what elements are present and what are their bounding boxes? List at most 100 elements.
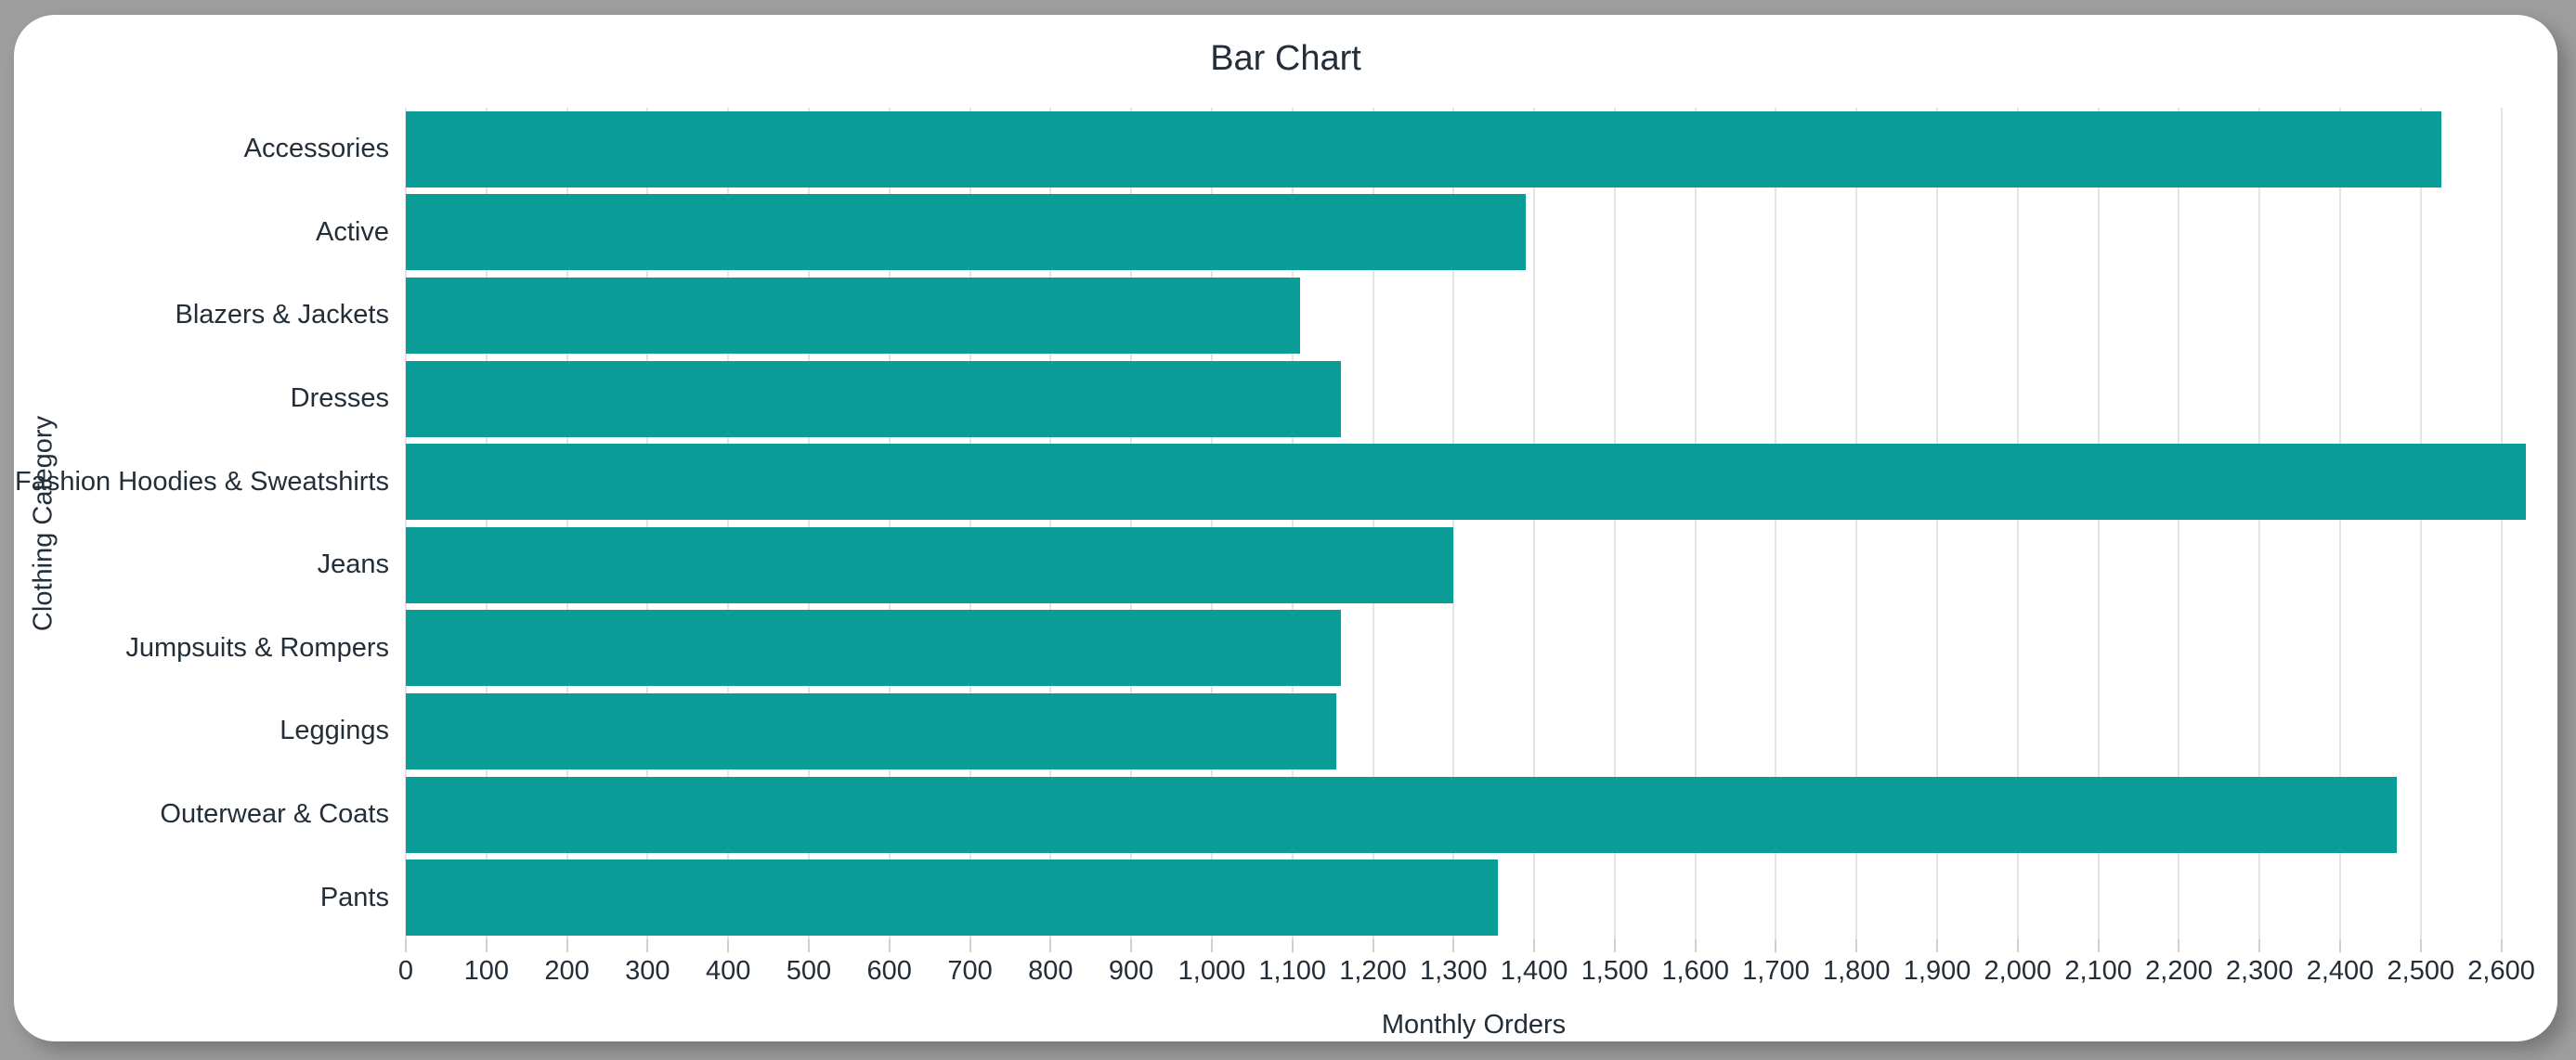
category-label: Outerwear & Coats xyxy=(160,799,389,830)
bar-active[interactable] xyxy=(406,194,1527,271)
category-label: Jeans xyxy=(317,549,389,580)
bar-accessories[interactable] xyxy=(406,110,2441,187)
x-tick-mark xyxy=(2097,939,2100,952)
x-tick-label: 1,000 xyxy=(1177,956,1246,986)
x-tick-mark xyxy=(1372,939,1374,952)
x-tick-mark xyxy=(2419,939,2422,952)
category-label: Leggings xyxy=(280,716,389,746)
gridline xyxy=(1210,108,1213,939)
bar-fashion-hoodies-sweatshirts[interactable] xyxy=(406,444,2526,521)
bar-leggings[interactable] xyxy=(406,693,1337,769)
gridline xyxy=(2419,108,2422,939)
chart-title: Bar Chart xyxy=(1210,39,1361,78)
gridline xyxy=(2258,108,2261,939)
gridline xyxy=(1372,108,1374,939)
gridline xyxy=(888,108,891,939)
gridline xyxy=(1130,108,1133,939)
x-tick-mark xyxy=(646,939,649,952)
gridline xyxy=(1613,108,1616,939)
gridline xyxy=(969,108,971,939)
x-tick-label: 400 xyxy=(705,956,751,986)
x-tick-mark xyxy=(727,939,730,952)
x-tick-mark xyxy=(2339,939,2342,952)
x-tick-mark xyxy=(1775,939,1777,952)
gridline xyxy=(405,108,407,939)
x-axis-title: Monthly Orders xyxy=(1381,1010,1567,1040)
gridline xyxy=(2016,108,2019,939)
x-tick-mark xyxy=(566,939,568,952)
x-tick-label: 2,100 xyxy=(2064,956,2132,986)
x-tick-mark xyxy=(1613,939,1616,952)
category-label: Dresses xyxy=(290,383,389,414)
gridline xyxy=(1936,108,1939,939)
gridline xyxy=(1533,108,1536,939)
bar-jeans[interactable] xyxy=(406,526,1454,603)
x-tick-label: 1,300 xyxy=(1420,956,1488,986)
x-tick-mark xyxy=(1049,939,1052,952)
x-tick-label: 2,600 xyxy=(2467,956,2535,986)
x-tick-label: 1,700 xyxy=(1742,956,1810,986)
x-tick-label: 2,300 xyxy=(2225,956,2294,986)
x-tick-mark xyxy=(1936,939,1939,952)
x-tick-label: 0 xyxy=(397,956,414,986)
x-tick-label: 800 xyxy=(1028,956,1073,986)
gridline xyxy=(2339,108,2342,939)
x-tick-label: 100 xyxy=(463,956,509,986)
category-label: Accessories xyxy=(243,134,389,164)
gridline xyxy=(485,108,488,939)
gridline xyxy=(1855,108,1858,939)
category-label: Pants xyxy=(319,882,389,912)
category-label: Fashion Hoodies & Sweatshirts xyxy=(15,466,389,497)
x-tick-mark xyxy=(888,939,891,952)
x-tick-mark xyxy=(969,939,971,952)
gridline xyxy=(807,108,810,939)
x-tick-label: 900 xyxy=(1108,956,1154,986)
x-tick-label: 200 xyxy=(544,956,590,986)
x-tick-mark xyxy=(2016,939,2019,952)
x-tick-mark xyxy=(1533,939,1536,952)
x-tick-label: 2,000 xyxy=(1984,956,2052,986)
x-tick-label: 1,200 xyxy=(1339,956,1407,986)
bar-dresses[interactable] xyxy=(406,360,1341,437)
gridline xyxy=(1049,108,1052,939)
chart-surface: Bar Chart Clothing Category Accessories A… xyxy=(14,15,2557,1041)
x-tick-label: 500 xyxy=(786,956,832,986)
x-tick-label: 300 xyxy=(625,956,670,986)
x-tick-mark xyxy=(2258,939,2261,952)
x-tick-mark xyxy=(1210,939,1213,952)
x-tick-label: 2,500 xyxy=(2387,956,2455,986)
gridline xyxy=(646,108,649,939)
category-label: Jumpsuits & Rompers xyxy=(125,632,389,663)
x-tick-mark xyxy=(1291,939,1294,952)
bar-jumpsuits-rompers[interactable] xyxy=(406,610,1341,687)
x-tick-mark xyxy=(1130,939,1133,952)
bar-outerwear-coats[interactable] xyxy=(406,776,2397,853)
category-label: Active xyxy=(316,216,389,247)
x-tick-label: 1,800 xyxy=(1822,956,1891,986)
x-tick-label: 1,500 xyxy=(1581,956,1649,986)
x-tick-label: 1,600 xyxy=(1661,956,1729,986)
x-tick-label: 2,200 xyxy=(2145,956,2213,986)
bar-blazers-jackets[interactable] xyxy=(406,278,1301,354)
category-label: Blazers & Jackets xyxy=(175,300,389,330)
x-tick-label: 700 xyxy=(947,956,993,986)
gridline xyxy=(566,108,568,939)
gridline xyxy=(2500,108,2503,939)
x-tick-mark xyxy=(807,939,810,952)
gridline xyxy=(2097,108,2100,939)
x-tick-mark xyxy=(405,939,407,952)
x-tick-mark xyxy=(485,939,488,952)
gridline xyxy=(1291,108,1294,939)
x-tick-label: 1,100 xyxy=(1258,956,1326,986)
gridline xyxy=(1775,108,1777,939)
gridline xyxy=(1694,108,1697,939)
x-tick-label: 600 xyxy=(866,956,912,986)
plot-area xyxy=(405,108,2542,939)
bar-pants[interactable] xyxy=(406,860,1499,937)
x-tick-mark xyxy=(2178,939,2180,952)
x-tick-mark xyxy=(1452,939,1455,952)
gridline xyxy=(727,108,730,939)
gridline xyxy=(2178,108,2180,939)
x-tick-label: 1,400 xyxy=(1500,956,1568,986)
x-tick-label: 2,400 xyxy=(2306,956,2374,986)
